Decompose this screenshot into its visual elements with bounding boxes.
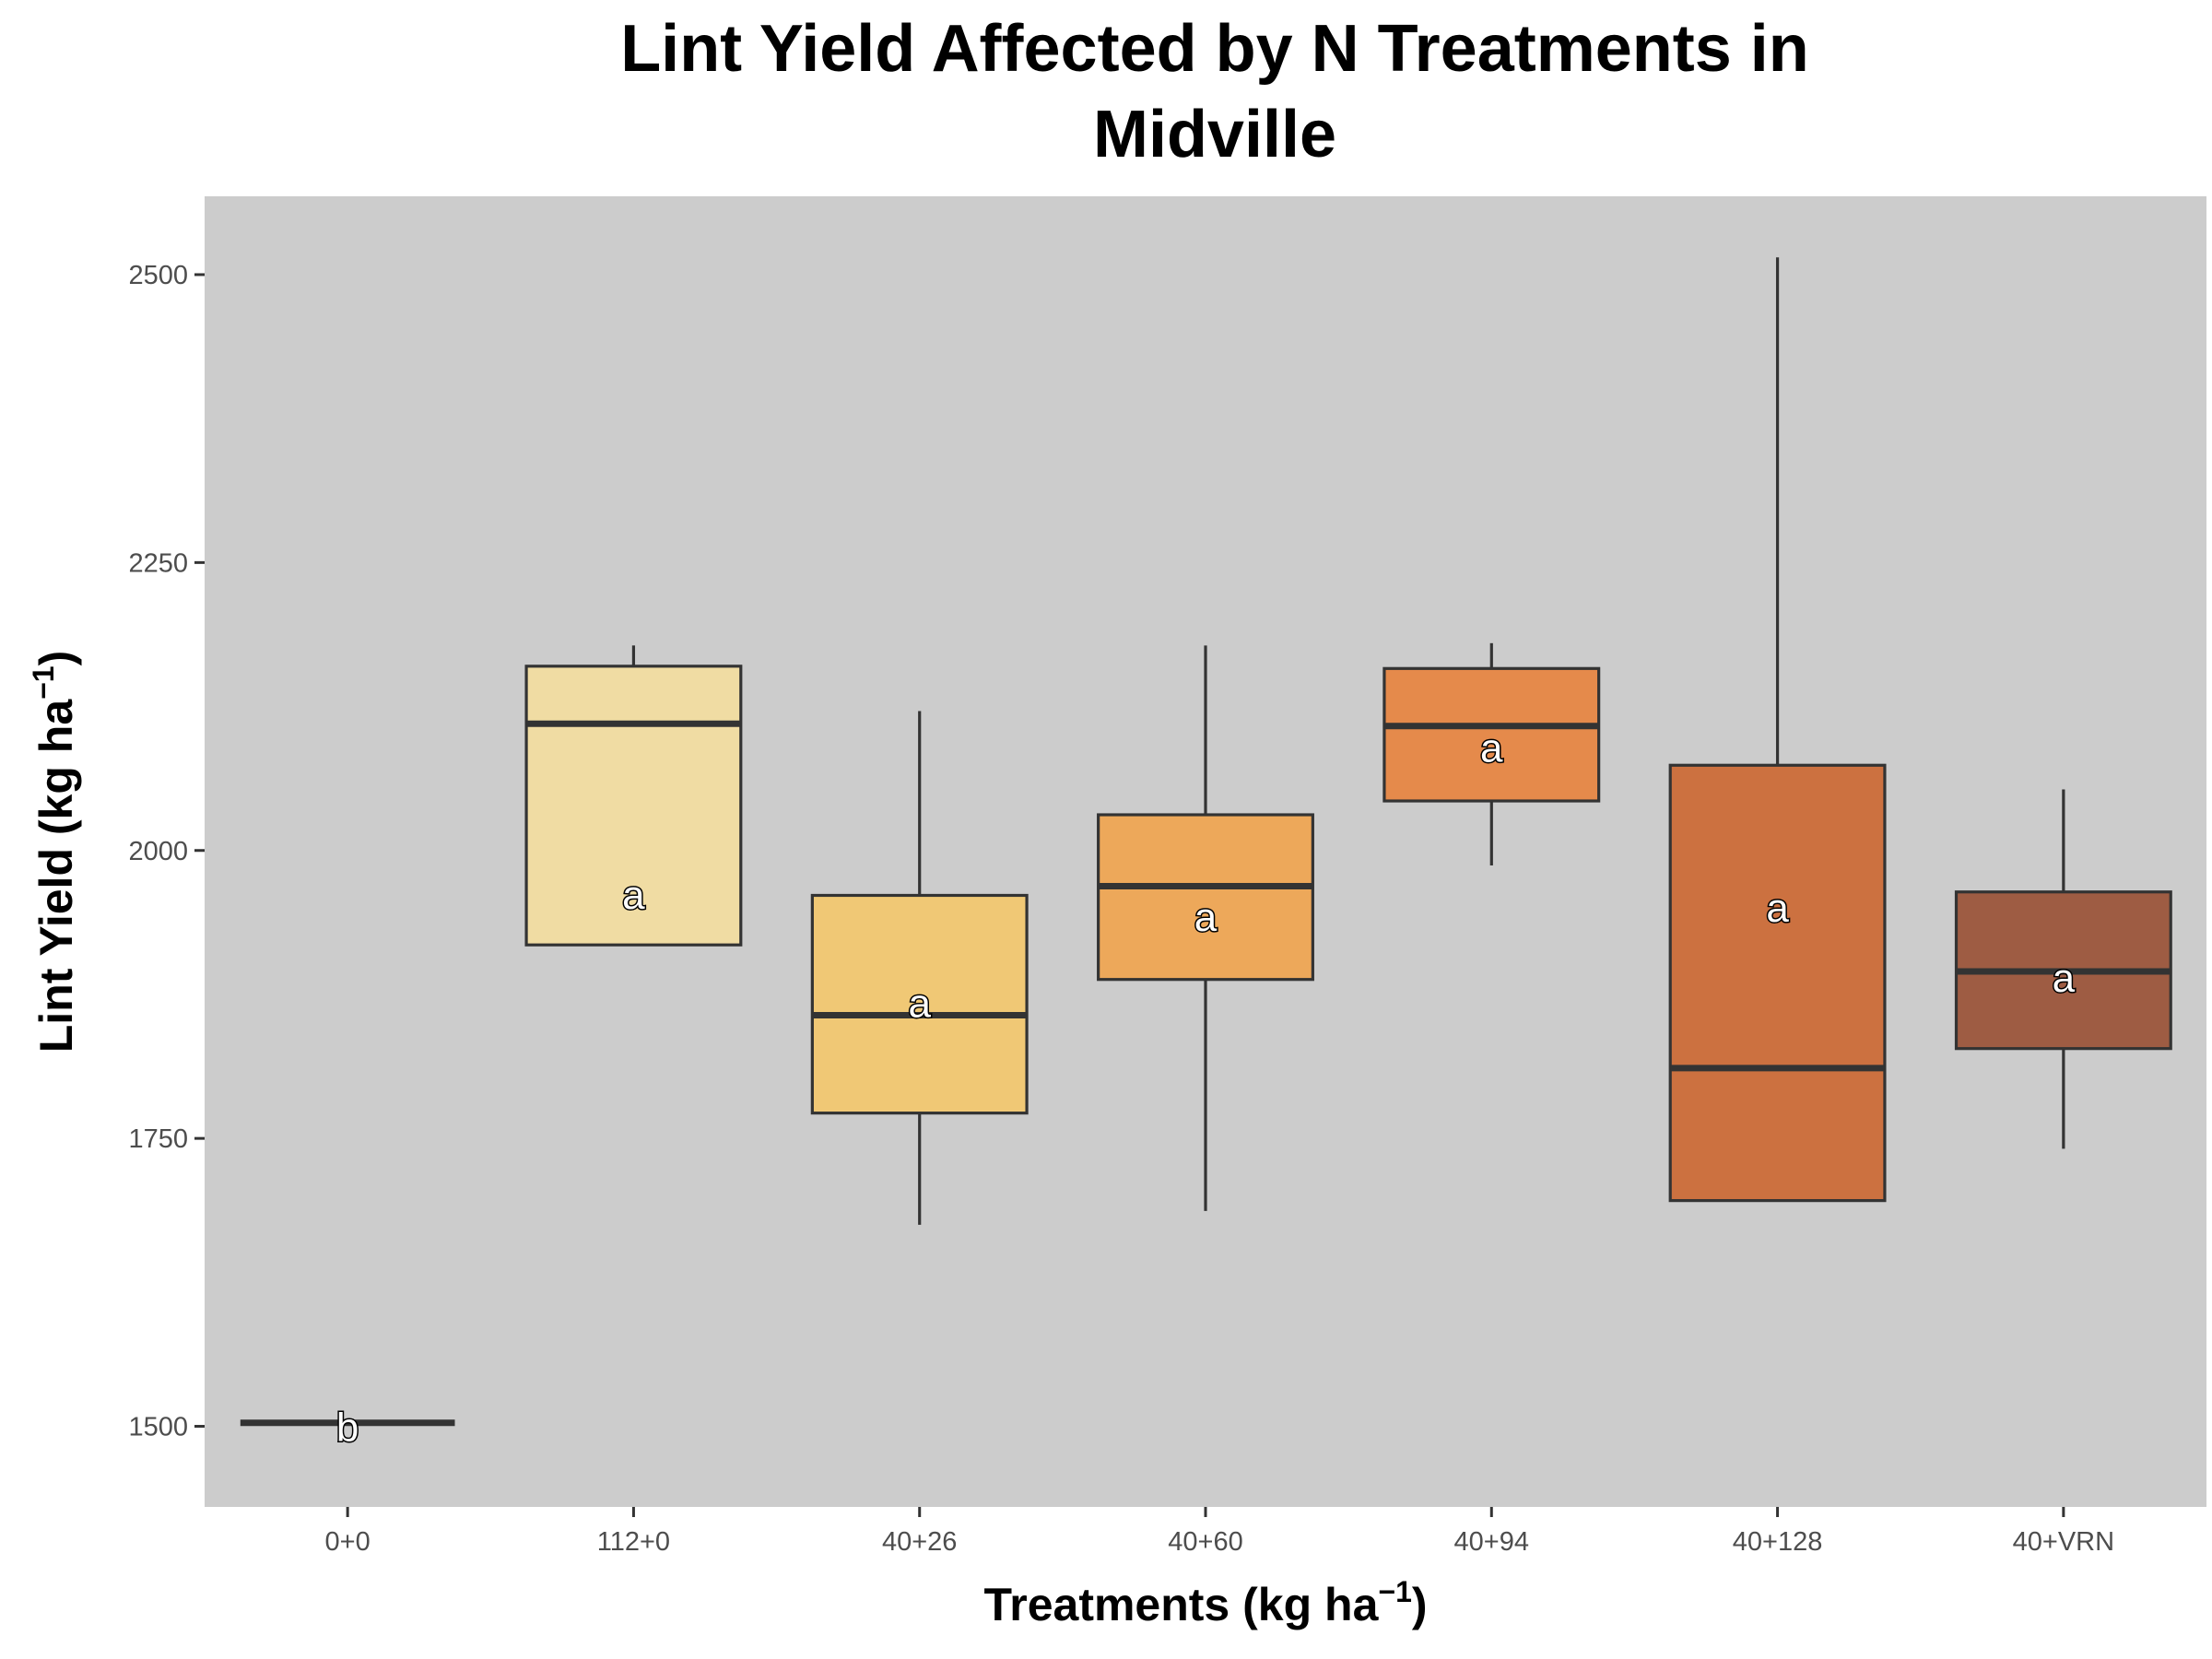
chart-title-line-2: Midville — [1093, 98, 1336, 171]
box-body — [1382, 666, 1601, 803]
x-tick-label: 40+26 — [882, 1527, 957, 1557]
box-40+60 — [1097, 645, 1314, 1211]
significance-letter: a — [1480, 725, 1503, 771]
x-axis-title-end: ) — [1412, 1579, 1428, 1630]
significance-letter: a — [908, 982, 931, 1027]
boxes-layer — [240, 257, 2172, 1427]
significance-letter: a — [622, 873, 645, 918]
y-tick-label: 2000 — [128, 837, 188, 866]
y-axis: 1500 1750 2000 2250 2500 — [128, 261, 205, 1442]
x-axis: 0+0 112+0 40+26 40+60 40+94 40+128 40+VRN — [325, 1507, 2114, 1557]
y-axis-title-superscript: −1 — [27, 665, 60, 699]
significance-letter: a — [1766, 886, 1789, 931]
x-tick-label: 112+0 — [597, 1527, 670, 1557]
significance-letter: b — [336, 1406, 359, 1451]
y-tick-label: 1500 — [128, 1413, 188, 1442]
y-axis-title-main: Lint Yield (kg ha — [30, 699, 82, 1053]
y-axis-title: Lint Yield (kg ha−1) — [27, 651, 82, 1053]
x-tick-label: 40+128 — [1733, 1527, 1823, 1557]
y-tick-label: 1750 — [128, 1124, 188, 1154]
box-112+0 — [524, 645, 743, 947]
y-axis-title-end: ) — [30, 651, 82, 666]
significance-letters-layer: b a a a a a a — [335, 724, 2077, 1452]
y-tick-label: 2500 — [128, 261, 188, 290]
x-axis-title-main: Treatments (kg ha — [983, 1579, 1379, 1630]
x-tick-label: 40+VRN — [2013, 1527, 2114, 1557]
x-axis-title-superscript: −1 — [1378, 1575, 1411, 1608]
x-tick-label: 40+94 — [1454, 1527, 1529, 1557]
box-body — [524, 665, 743, 947]
x-tick-label: 40+60 — [1168, 1527, 1242, 1557]
box-body — [1668, 763, 1887, 1203]
box-40+26 — [810, 711, 1029, 1225]
significance-letter: a — [2053, 956, 2076, 1001]
y-tick-label: 2250 — [128, 548, 188, 578]
box-body — [1097, 813, 1314, 982]
x-tick-label: 0+0 — [325, 1527, 371, 1557]
box-40+128 — [1668, 257, 1887, 1203]
chart-title-line-1: Lint Yield Affected by N Treatments in — [620, 12, 1809, 86]
box-40+VRN — [1954, 789, 2172, 1149]
box-40+94 — [1382, 642, 1601, 865]
significance-letter: a — [1194, 895, 1218, 940]
x-axis-title: Treatments (kg ha−1) — [983, 1575, 1427, 1630]
box-body — [810, 893, 1029, 1115]
